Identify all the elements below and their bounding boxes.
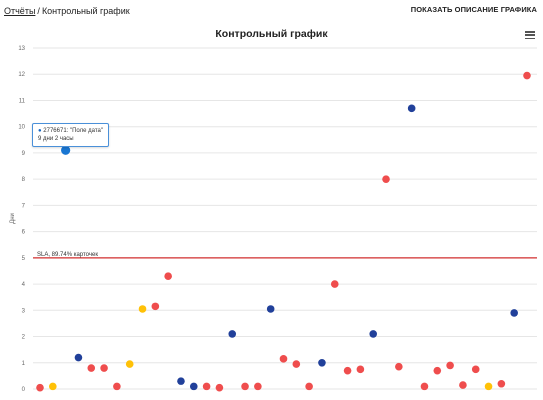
data-point-5[interactable]	[87, 364, 96, 372]
chart-title: Контрольный график	[215, 28, 328, 40]
y-tick-label-11: 11	[19, 98, 26, 104]
data-point-24[interactable]	[330, 280, 339, 288]
sla-label: SLA, 89.74% карточек	[37, 252, 98, 258]
data-point-14[interactable]	[202, 382, 211, 391]
data-point-32[interactable]	[433, 366, 442, 375]
data-point-1[interactable]	[36, 383, 44, 392]
y-tick-label-8: 8	[22, 177, 26, 183]
y-tick-label-7: 7	[22, 203, 26, 209]
breadcrumb-link-reports[interactable]: Отчёты	[4, 6, 36, 16]
top-bar: Отчёты / Контрольный график ПОКАЗАТЬ ОПИСА…	[0, 0, 543, 24]
data-point-11[interactable]	[164, 272, 172, 281]
tooltip-line-1: 2776671: "Поле дата"	[43, 128, 103, 134]
data-point-6[interactable]	[100, 364, 108, 372]
data-point-36[interactable]	[484, 382, 493, 391]
data-point-7[interactable]	[113, 382, 121, 391]
data-point-18[interactable]	[254, 382, 262, 391]
data-point-25[interactable]	[343, 366, 352, 375]
tooltip-line-2: 9 дни 2 часы	[38, 136, 74, 142]
data-point-37[interactable]	[497, 379, 506, 388]
data-point-33[interactable]	[446, 361, 454, 370]
data-point-26[interactable]	[356, 365, 365, 374]
y-tick-label-4: 4	[22, 282, 26, 288]
y-tick-label-10: 10	[18, 125, 25, 131]
data-point-19[interactable]	[266, 305, 275, 313]
show-description-button[interactable]: ПОКАЗАТЬ ОПИСАНИЕ ГРАФИКА	[410, 5, 537, 14]
data-point-29[interactable]	[395, 362, 403, 371]
data-point-9[interactable]	[138, 305, 147, 313]
data-point-12[interactable]	[177, 377, 185, 385]
y-tick-label-9: 9	[22, 151, 26, 157]
data-point-21[interactable]	[292, 360, 301, 368]
data-point-28[interactable]	[382, 175, 390, 183]
data-point-4[interactable]	[74, 353, 83, 362]
hamburger-menu-icon[interactable]	[525, 31, 535, 39]
data-point-2[interactable]	[49, 382, 57, 391]
data-point-39[interactable]	[523, 71, 531, 80]
data-point-8[interactable]	[125, 360, 134, 368]
breadcrumb-current: Контрольный график	[41, 6, 130, 16]
point-tooltip: ● 2776671: "Поле дата" 9 дни 2 часы	[32, 123, 109, 147]
y-axis-label: Дни	[10, 213, 16, 224]
data-point-22[interactable]	[305, 382, 313, 391]
tooltip-bullet-icon: ●	[38, 128, 42, 134]
data-point-17[interactable]	[241, 382, 249, 391]
y-tick-label-5: 5	[22, 256, 26, 262]
data-point-23[interactable]	[318, 358, 326, 367]
data-point-30[interactable]	[407, 104, 416, 113]
data-point-34[interactable]	[459, 381, 467, 389]
y-tick-label-6: 6	[22, 230, 26, 236]
data-point-13[interactable]	[189, 382, 198, 391]
data-point-35[interactable]	[471, 365, 480, 374]
data-point-38[interactable]	[510, 309, 518, 317]
y-tick-label-13: 13	[18, 46, 25, 52]
data-point-20[interactable]	[279, 355, 288, 363]
data-point-3[interactable]	[61, 145, 71, 155]
y-tick-label-2: 2	[22, 335, 26, 341]
y-tick-label-3: 3	[22, 308, 26, 314]
y-tick-label-1: 1	[22, 361, 26, 367]
data-point-15[interactable]	[215, 383, 224, 392]
data-point-16[interactable]	[228, 330, 237, 338]
breadcrumb: Отчёты / Контрольный график	[4, 6, 130, 16]
data-point-27[interactable]	[369, 330, 378, 338]
y-tick-label-12: 12	[18, 72, 25, 78]
y-tick-label-0: 0	[22, 387, 26, 393]
data-point-31[interactable]	[420, 382, 429, 391]
breadcrumb-separator: /	[37, 6, 40, 16]
data-point-10[interactable]	[151, 302, 160, 311]
